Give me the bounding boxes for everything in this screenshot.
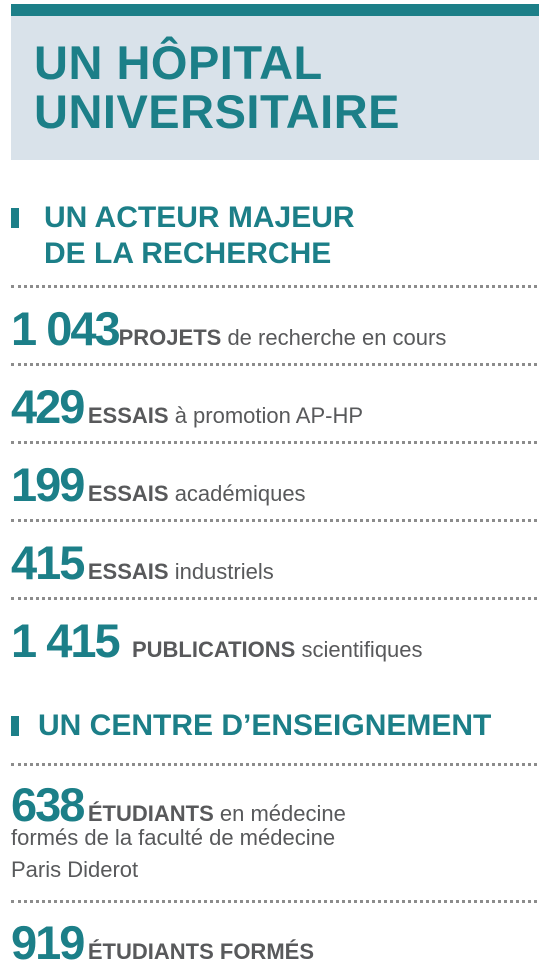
stat-number: 919	[11, 916, 85, 969]
stat-label: ESSAIS	[87, 403, 169, 428]
stat-essais-academiques: 199 ESSAIS académiques	[11, 460, 306, 510]
research-heading-line-2: DE LA RECHERCHE	[44, 237, 332, 270]
bullet-marker	[11, 208, 19, 228]
divider	[11, 763, 537, 766]
stat-etudiants-formes: 919 ÉTUDIANTS FORMÉS	[11, 918, 314, 968]
stat-label: ÉTUDIANTS FORMÉS	[87, 939, 314, 964]
divider	[11, 519, 537, 522]
teaching-heading-line: UN CENTRE D’ENSEIGNEMENT	[38, 709, 492, 742]
stat-number: 1 043	[11, 302, 121, 355]
divider	[11, 363, 537, 366]
stat-projects: 1 043PROJETS de recherche en cours	[11, 304, 446, 354]
bullet-marker	[11, 716, 19, 736]
stat-number: 1 415	[11, 614, 121, 667]
stat-label: PUBLICATIONS	[131, 637, 296, 662]
stat-label: ESSAIS	[87, 559, 169, 584]
title-panel	[11, 16, 539, 160]
stat-text: en médecine	[213, 801, 346, 826]
stat-publications: 1 415 PUBLICATIONS scientifiques	[11, 616, 423, 666]
stat-label: ÉTUDIANTS	[87, 801, 214, 826]
stat-essais-industriels: 415 ESSAIS industriels	[11, 538, 274, 588]
top-accent-bar	[11, 4, 539, 16]
divider	[11, 285, 537, 288]
stat-number: 429	[11, 380, 85, 433]
divider	[11, 597, 537, 600]
stat-text: de recherche en cours	[221, 325, 447, 350]
stat-label: PROJETS	[118, 325, 222, 350]
page-title-line-1: UN HÔPITAL	[34, 36, 323, 89]
divider	[11, 900, 537, 903]
stat-number: 415	[11, 536, 85, 589]
stat-detail-line-2: Paris Diderot	[11, 857, 139, 882]
stat-number: 199	[11, 458, 85, 511]
stat-text: scientifiques	[295, 637, 423, 662]
page-title-line-2: UNIVERSITAIRE	[34, 85, 400, 138]
stat-text: à promotion AP-HP	[168, 403, 364, 428]
stat-number: 638	[11, 778, 85, 831]
stat-essais-ap-hp: 429 ESSAIS à promotion AP-HP	[11, 382, 363, 432]
research-heading-line-1: UN ACTEUR MAJEUR	[44, 201, 355, 234]
stat-etudiants-medecine: 638 ÉTUDIANTS en médecine	[11, 780, 346, 830]
stat-detail-line-1: formés de la faculté de médecine	[11, 825, 336, 850]
stat-text: industriels	[168, 559, 274, 584]
stat-label: ESSAIS	[87, 481, 169, 506]
stat-text: académiques	[168, 481, 306, 506]
divider	[11, 441, 537, 444]
